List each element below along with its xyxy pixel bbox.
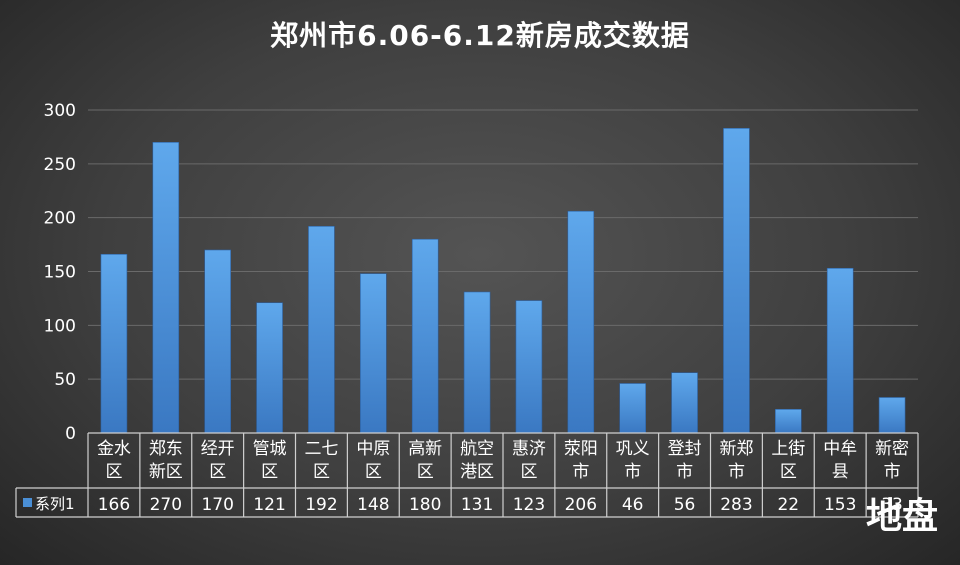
bar [619,383,646,434]
bar [878,397,906,434]
bar [515,300,543,434]
category-label: 新郑 [719,439,753,459]
category-label: 区 [313,462,330,482]
y-tick-label: 300 [44,101,76,121]
bars [100,128,906,434]
data-value-label: 166 [98,495,130,515]
data-value-label: 283 [720,495,752,515]
data-value-label: 121 [253,495,285,515]
data-value-label: 180 [409,495,441,515]
data-value-label: 148 [357,495,389,515]
category-label: 航空 [460,439,494,459]
category-label: 市 [884,462,901,482]
data-value-label: 123 [513,495,545,515]
bar [360,273,387,434]
data-value-label: 192 [305,495,337,515]
category-label: 中牟 [823,439,857,459]
data-value-label: 56 [674,495,696,515]
legend-swatch [23,498,32,507]
category-label: 中原 [356,439,390,459]
y-tick-label: 100 [44,316,76,336]
category-label: 区 [780,462,797,482]
watermark-logo: 地盘 [865,496,938,537]
bar [775,409,802,434]
bar [152,142,180,434]
y-tick-label: 0 [65,424,76,444]
data-value-label: 270 [150,495,182,515]
y-tick-label: 200 [44,209,76,229]
data-value-label: 22 [777,495,799,515]
legend-label: 系列1 [35,495,75,513]
category-label: 区 [417,462,434,482]
y-tick-label: 50 [54,370,76,390]
category-label: 区 [261,462,278,482]
category-label: 新区 [149,462,183,482]
bar [411,238,439,434]
category-label: 荥阳 [564,439,598,459]
category-label: 市 [572,462,589,482]
bar [463,291,491,434]
data-value-label: 33 [881,495,903,515]
category-label: 巩义 [616,439,650,459]
bar [826,267,854,434]
category-label: 区 [105,462,122,482]
category-label: 区 [520,462,537,482]
bar [256,302,283,434]
category-label: 高新 [408,439,442,459]
category-label: 经开 [201,439,235,459]
category-label: 惠济 [512,439,546,459]
category-label: 县 [832,462,849,482]
bar [100,253,128,434]
bar [723,128,750,434]
data-value-label: 206 [565,495,597,515]
category-label: 登封 [668,439,702,459]
category-label: 区 [365,462,382,482]
category-label: 金水 [97,439,131,459]
data-value-label: 46 [622,495,644,515]
bar [671,372,698,434]
category-label: 新密 [875,439,909,459]
category-label: 郑东 [149,439,183,459]
data-value-label: 153 [824,495,856,515]
category-label: 市 [676,462,693,482]
category-label: 二七 [304,439,338,459]
y-axis: 0 50 100 150 200 250 300 [44,101,76,444]
data-value-label: 131 [461,495,493,515]
category-label: 港区 [460,462,494,482]
category-label: 区 [209,462,226,482]
chart-title: 郑州市6.06-6.12新房成交数据 [270,19,690,52]
bar [567,210,595,434]
y-tick-label: 150 [44,263,76,283]
bar [308,225,335,434]
bar [204,249,231,434]
y-tick-label: 250 [44,155,76,175]
category-label: 市 [728,462,745,482]
data-value-label: 170 [201,495,233,515]
category-label: 市 [624,462,641,482]
category-label: 上街 [771,439,805,459]
category-label: 管城 [253,439,287,459]
